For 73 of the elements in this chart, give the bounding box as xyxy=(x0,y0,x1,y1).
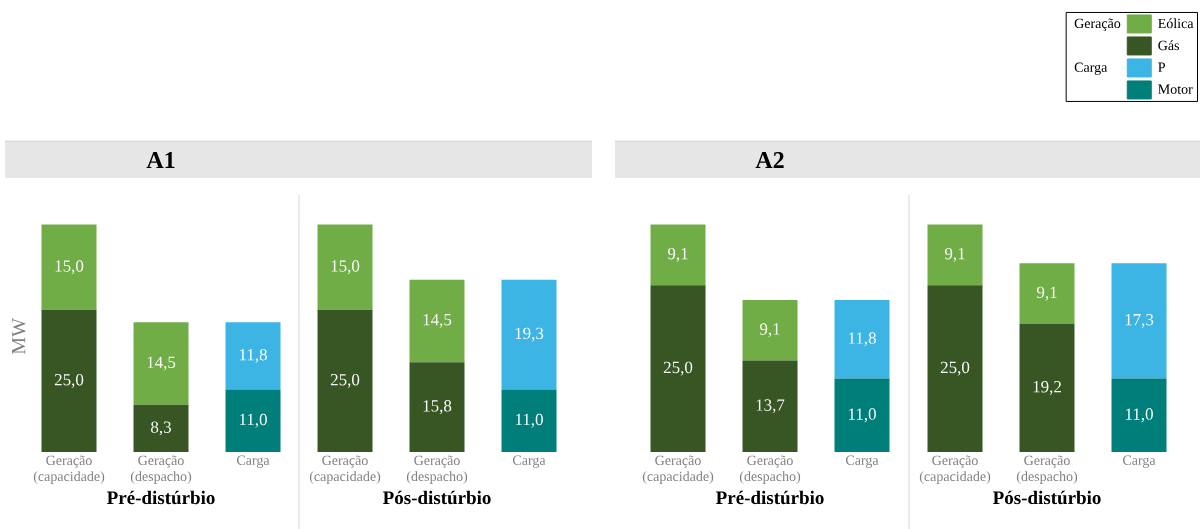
data-label: 19,3 xyxy=(515,327,544,342)
bar xyxy=(317,224,373,310)
bar xyxy=(927,285,983,452)
x-tick-label: Carga xyxy=(237,455,270,468)
legend-label: Gás xyxy=(1158,40,1180,51)
x-axis-title: Pré-distúrbio xyxy=(715,490,824,505)
x-tick-label: Geração (capacidade) xyxy=(919,455,991,484)
x-tick-label: Carga xyxy=(1123,455,1156,468)
data-label: 14,5 xyxy=(423,314,452,328)
x-tick-label: Geração (despacho) xyxy=(1016,455,1078,484)
bar xyxy=(501,279,557,390)
bar xyxy=(742,360,798,452)
bar xyxy=(41,224,97,310)
x-axis-title: Pós-distúrbio xyxy=(992,490,1101,505)
legend-label: Motor xyxy=(1158,84,1193,94)
data-label: 25,0 xyxy=(940,361,970,376)
data-label: 9,1 xyxy=(944,247,965,262)
data-label: 9,1 xyxy=(1036,286,1057,301)
bar xyxy=(225,322,281,390)
bar xyxy=(409,279,465,363)
bar xyxy=(501,389,557,452)
bar xyxy=(1019,323,1075,452)
chart-title: A2 xyxy=(755,152,784,168)
data-label: 11,0 xyxy=(1125,408,1153,423)
bar xyxy=(650,285,706,452)
bar xyxy=(133,322,189,405)
data-label: 19,2 xyxy=(1033,381,1061,395)
data-label: 9,1 xyxy=(759,323,780,338)
chart-title: A1 xyxy=(146,152,175,168)
x-axis-title: Pós-distúrbio xyxy=(382,490,491,505)
bar xyxy=(927,224,983,286)
legend-label: P xyxy=(1158,62,1165,72)
data-label: 8,3 xyxy=(151,421,171,436)
x-tick-label: Carga xyxy=(513,455,546,468)
x-tick-label: Geração (despacho) xyxy=(130,455,192,484)
bar xyxy=(1111,378,1167,452)
x-tick-label: Geração (capacidade) xyxy=(33,455,105,484)
data-label: 15,0 xyxy=(331,260,360,275)
bar xyxy=(834,299,890,379)
bar xyxy=(41,309,97,452)
x-tick-label: Geração (capacidade) xyxy=(309,455,381,484)
data-label: 13,7 xyxy=(756,399,785,414)
data-label: 11,0 xyxy=(515,413,543,428)
bar xyxy=(1019,263,1075,324)
x-axis-title: Pré-distúrbio xyxy=(106,490,215,505)
x-tick-label: Geração (capacidade) xyxy=(642,455,714,484)
legend-label: Eólica xyxy=(1158,18,1194,29)
data-label: 11,0 xyxy=(848,408,876,423)
data-label: 25,0 xyxy=(663,361,693,376)
x-tick-label: Carga xyxy=(846,455,879,468)
data-label: 11,8 xyxy=(239,348,267,363)
text: Geração xyxy=(1074,18,1121,31)
bar xyxy=(650,224,706,286)
data-label: 17,3 xyxy=(1125,314,1154,328)
bar xyxy=(409,362,465,452)
bar xyxy=(225,389,281,452)
data-label: 25,0 xyxy=(54,373,84,388)
x-tick-label: Geração (despacho) xyxy=(406,455,468,484)
data-label: 9,1 xyxy=(667,247,688,262)
bar xyxy=(1111,263,1167,379)
data-label: 11,8 xyxy=(848,332,876,347)
data-label: 14,5 xyxy=(147,356,176,371)
x-tick-label: Geração (despacho) xyxy=(739,455,801,484)
text: Carga xyxy=(1074,62,1108,75)
bar xyxy=(742,299,798,361)
data-label: 25,0 xyxy=(330,373,360,388)
data-label: 15,8 xyxy=(423,400,452,415)
bar xyxy=(834,378,890,452)
bar xyxy=(133,404,189,452)
data-label: 11,0 xyxy=(239,413,267,428)
y-axis-title: MW xyxy=(12,318,26,355)
data-label: 15,0 xyxy=(55,260,84,275)
bar xyxy=(317,309,373,452)
